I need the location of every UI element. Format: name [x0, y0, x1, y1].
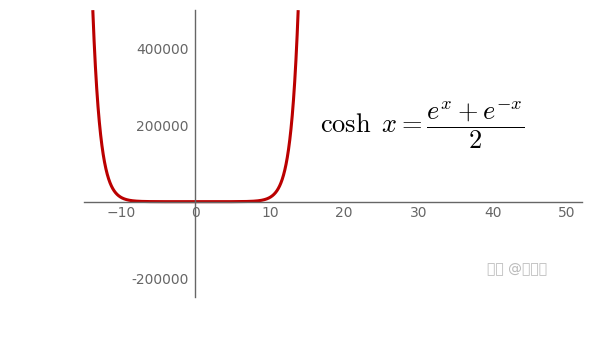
Text: 知乎 @渊寄生: 知乎 @渊寄生 — [487, 262, 547, 276]
Text: $\cosh\ x = \dfrac{e^x + e^{-x}}{2}$: $\cosh\ x = \dfrac{e^x + e^{-x}}{2}$ — [320, 99, 525, 151]
